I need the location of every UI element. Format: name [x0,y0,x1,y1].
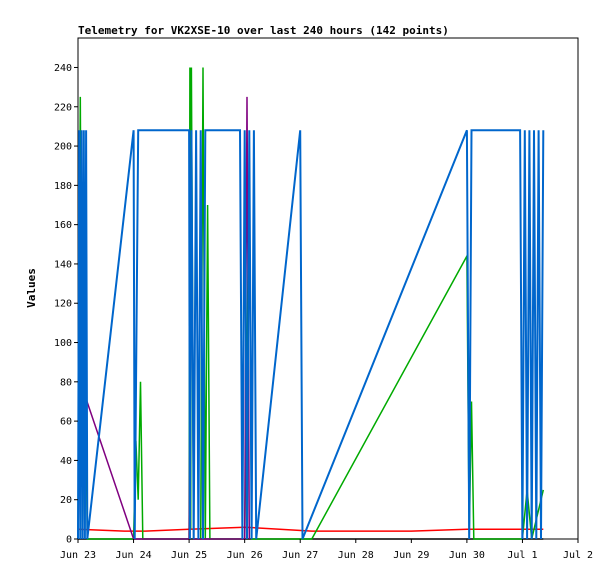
x-tick-label: Jun 29 [393,550,429,561]
y-tick-label: 220 [54,102,72,113]
x-tick-label: Jul 1 [507,550,537,561]
series-line-2 [77,67,545,540]
series-line-5 [521,130,545,540]
y-tick-label: 20 [60,495,72,506]
y-tick-label: 80 [60,377,72,388]
series-layer [77,67,545,540]
x-tick-label: Jun 24 [115,550,151,561]
x-tick-label: Jun 27 [282,550,318,561]
x-tick-label: Jun 28 [338,550,374,561]
y-axis: 0 20 40 60 80 100 120 140 160 180 200 220 240 [54,63,78,546]
x-tick-label: Jun 26 [227,550,263,561]
x-tick-label: Jun 30 [449,550,485,561]
y-tick-label: 180 [54,181,72,192]
x-tick-label: Jul 2 [563,550,593,561]
x-axis: Jun 23 Jun 24 Jun 25 Jun 26 Jun 27 Jun 28 Jun … [60,539,593,561]
y-tick-label: 120 [54,299,72,310]
y-tick-label: 40 [60,456,72,467]
y-tick-label: 140 [54,259,72,270]
y-tick-label: 200 [54,142,72,153]
x-tick-label: Jun 25 [171,550,207,561]
y-tick-label: 60 [60,417,72,428]
y-tick-label: 100 [54,338,72,349]
y-tick-label: 240 [54,63,72,74]
plot-frame [77,37,579,540]
y-tick-label: 160 [54,220,72,231]
series-line-3 [77,96,251,540]
x-tick-label: Jun 23 [60,550,96,561]
y-axis-label: Values [25,268,38,308]
series-line-4 [77,129,524,540]
chart-title: Telemetry for VK2XSE-10 over last 240 ho… [78,24,449,37]
y-tick-label: 0 [66,535,72,546]
